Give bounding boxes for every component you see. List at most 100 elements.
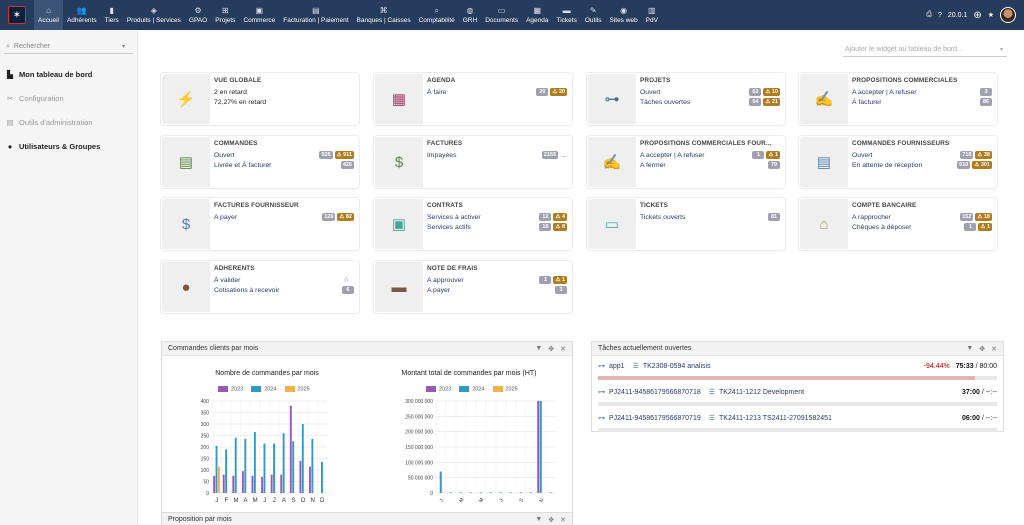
box-line-label[interactable]: A approuver [427,276,464,284]
box-line[interactable]: A approuver 1 ⚠ 1 [427,275,567,285]
bookmark-icon[interactable]: ★ [987,12,994,19]
box-line[interactable]: Tâches ouvertes 54 ⚠ 21 [640,97,780,107]
box-line-label[interactable]: A fermer [640,161,666,169]
box-line-label[interactable]: Ouvert [214,151,235,159]
home-logo[interactable]: ✶ [0,0,34,30]
box-line[interactable]: A payer 3 [427,285,567,295]
box-line-label[interactable]: À facturer [852,98,882,106]
box-line[interactable]: 2 en retard [214,87,354,97]
menu-item-agenda[interactable]: ▦ Agenda [522,0,552,30]
box-line-label[interactable]: Tickets ouverts [640,213,686,221]
box-line[interactable]: Ouvert 926 ⚠ 911 [214,150,354,160]
sidebar-search[interactable]: ⌕ Rechercher ▾ [4,40,133,54]
bar-2023-7[interactable] [280,474,283,493]
task-row[interactable]: ⊶ app1 ☰ TK2308-0594 analisis -94.44% 75:33 /… [592,356,1003,376]
bar-2024-0[interactable] [215,445,218,493]
bar-2024-11[interactable] [321,461,323,493]
box-line[interactable]: À faire 20 ⚠ 20 [427,87,567,97]
box-line-label[interactable]: Ouvert [640,88,661,96]
box-line-label[interactable]: Chèques à déposer [852,223,912,231]
bar-2024-1[interactable] [449,492,452,493]
box-line[interactable]: Services actifs 16 ⚠ 8 [427,222,567,232]
sidebar-item-2[interactable]: ▤ Outils d'administration [0,110,137,134]
task-link[interactable]: TK2308-0594 analisis [642,362,711,370]
bar-2023-9[interactable] [299,460,302,493]
quick-add-icon[interactable]: ⊕ [973,9,982,21]
box-line-label[interactable]: À valider [214,276,241,284]
box-line[interactable]: A rapprocher 152 ⚠ 18 [852,212,992,222]
task-link[interactable]: TK2411-1213 TS2411-27091582451 [719,414,832,422]
box-line[interactable]: A accepter | A refuser 3 [852,87,992,97]
menu-item-accueil[interactable]: ⌂ Accueil [34,0,63,30]
sidebar-item-3[interactable]: ● Utilisateurs & Groupes [0,134,137,158]
task-link[interactable]: TK2411-1212 Development [719,388,805,396]
box-line-label[interactable]: Services actifs [427,223,471,231]
bar-2025-0[interactable] [217,466,220,493]
box-line[interactable]: Cotisations à recevoir 6 [214,285,354,295]
box-line[interactable]: Livrée et À facturer 426 [214,160,354,170]
sidebar-item-0[interactable]: ▙ Mon tableau de bord [0,62,137,86]
menu-item-pdv[interactable]: ▥ PdV [642,0,662,30]
bar-2023-10[interactable] [309,466,311,493]
menu-item-outils[interactable]: ✎ Outils [581,0,606,30]
box-line-label[interactable]: A accepter | A refuser [640,151,705,159]
box-line[interactable]: Chèques à déposer 1 ⚠ 1 [852,222,992,232]
bar-2024-4[interactable] [253,432,256,493]
box-line[interactable]: Tickets ouverts 81 [640,212,780,222]
bar-2023-8[interactable] [289,405,292,493]
bar-2024-5[interactable] [263,443,266,493]
legend-item[interactable]: 2025 [284,386,310,392]
bar-2024-8[interactable] [519,492,522,493]
menu-item-grh[interactable]: ◍ GRH [459,0,481,30]
bar-2024-9[interactable] [301,424,304,493]
box-line-label[interactable]: Ouvert [852,151,873,159]
bar-2024-1[interactable] [225,449,228,493]
menu-item-comptabilit-[interactable]: ⌕ Comptabilité [415,0,459,30]
box-line[interactable]: Impayées 2155... [427,150,567,160]
sidebar-item-1[interactable]: ✂ Configuration [0,86,137,110]
box-line[interactable]: Services à activer 12 ⚠ 4 [427,212,567,222]
task-row[interactable]: ⊶ PJ2411-945861795668​70718 ☰ TK2411-1212 D… [592,382,1003,402]
box-line[interactable]: A payer 126 ⚠ 82 [214,212,354,222]
bar-2024-6[interactable] [499,492,502,493]
filter-icon[interactable]: ▼ [535,344,543,352]
bar-2024-5[interactable] [489,492,492,493]
move-icon[interactable]: ✥ [548,345,555,353]
task-row[interactable]: ⊶ PJ2411-945861795668​70719 ☰ TK2411-1213 T… [592,408,1003,428]
menu-item-facturation-paiement[interactable]: ▤ Facturation | Paiement [279,0,352,30]
filter-icon[interactable]: ▼ [535,515,543,523]
box-line-label[interactable]: Cotisations à recevoir [214,286,280,294]
project-link[interactable]: app1 [609,362,625,370]
box-line-label[interactable]: A payer [427,286,451,294]
box-line-label[interactable]: Services à activer [427,213,481,221]
box-line-label[interactable]: Impayées [427,151,457,159]
bar-2024-2[interactable] [459,492,462,493]
box-line-label[interactable]: A accepter | A refuser [852,88,917,96]
menu-item-produits-services[interactable]: ◈ Produits | Services [123,0,185,30]
move-icon[interactable]: ✥ [548,516,555,524]
menu-item-sites-web[interactable]: ◉ Sites web [605,0,641,30]
box-line[interactable]: 72,27% en retard [214,97,354,107]
menu-item-commerce[interactable]: ▣ Commerce [239,0,279,30]
bar-2024-2[interactable] [234,437,237,493]
bar-2024-11[interactable] [549,492,552,493]
bar-2024-4[interactable] [479,492,482,493]
bar-2024-0[interactable] [439,471,442,493]
bar-2024-3[interactable] [469,492,472,493]
bar-2024-7[interactable] [509,492,512,493]
bar-2023-5[interactable] [261,476,264,493]
legend-item[interactable]: 2023 [218,386,243,392]
box-line-label[interactable]: Livrée et À facturer [214,161,272,169]
box-line[interactable]: À valider 0 [214,275,354,285]
bar-2024-3[interactable] [244,438,247,493]
menu-item-tickets[interactable]: ▬ Tickets [553,0,581,30]
add-widget-select[interactable]: Ajouter le widget au tableau de bord... … [843,43,1007,57]
help-icon[interactable]: ? [937,11,942,19]
bar-2023-1[interactable] [222,474,225,493]
close-icon[interactable]: ✕ [560,345,566,353]
legend-item[interactable]: 2025 [492,386,518,392]
project-link[interactable]: PJ2411-945861795668​70719 [609,414,701,422]
box-line[interactable]: A fermer 79 [640,160,780,170]
legend-item[interactable]: 2024 [251,386,277,392]
box-line-label[interactable]: En attente de réception [852,161,923,169]
